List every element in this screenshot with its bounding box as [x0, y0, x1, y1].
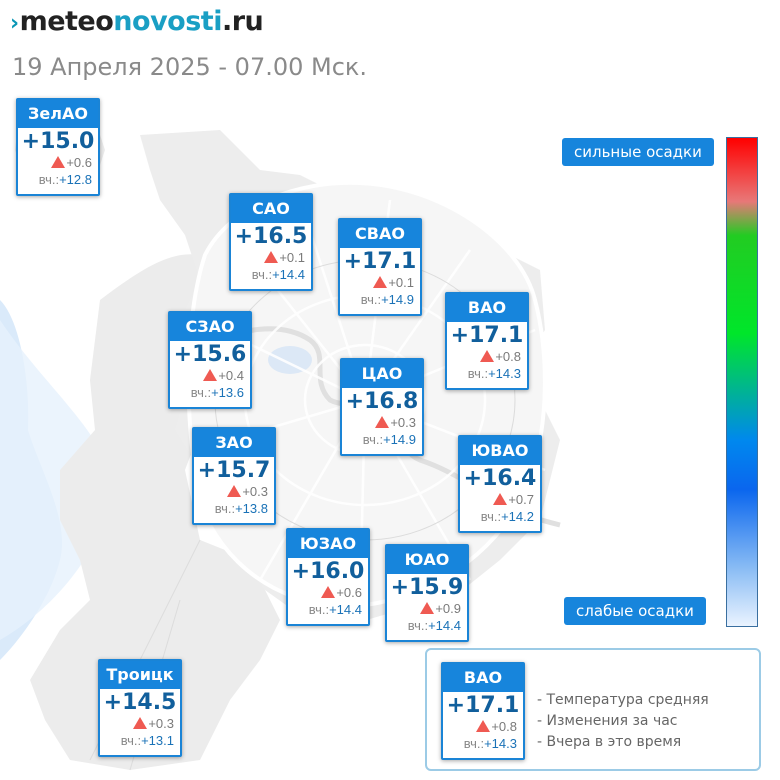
hourly-change: +0.7 — [460, 492, 540, 508]
rise-arrow-icon — [227, 485, 242, 497]
district-temperature: +15.0 — [21, 129, 95, 154]
hourly-change: +0.6 — [288, 585, 368, 601]
district-card: ЮАО +15.9 +0.9 вч.:+14.4 — [385, 544, 469, 642]
new-moscow-territory — [30, 254, 280, 771]
yesterday-temperature: вч.:+14.9 — [362, 432, 416, 447]
precipitation-scale-bar — [726, 137, 758, 627]
hourly-change: +0.3 — [342, 415, 422, 431]
rise-arrow-icon — [321, 586, 336, 598]
site-logo[interactable]: ›meteonovosti.ru — [10, 6, 264, 37]
legend-item-average-temp: - Температура средняя — [537, 692, 709, 708]
forecast-datetime: 19 Апреля 2025 - 07.00 Мск. — [12, 53, 368, 81]
district-name: САО — [231, 195, 311, 223]
district-card: ЮВАО +16.4 +0.7 вч.:+14.2 — [458, 435, 542, 533]
district-name: ЗАО — [194, 429, 274, 457]
yesterday-temperature: вч.:+14.3 — [467, 366, 521, 381]
rise-arrow-icon — [493, 493, 508, 505]
hourly-change: +0.9 — [387, 601, 467, 617]
hourly-change: +0.6 — [18, 155, 98, 171]
district-card: ЦАО +16.8 +0.3 вч.:+14.9 — [340, 358, 424, 456]
district-temperature: +17.1 — [450, 323, 524, 348]
district-temperature: +15.6 — [173, 342, 247, 367]
rise-arrow-icon — [476, 720, 491, 732]
district-temperature: +16.8 — [345, 389, 419, 414]
legend-items: - Температура средняя - Изменения за час… — [537, 690, 709, 753]
district-card: Троицк +14.5 +0.3 вч.:+13.1 — [98, 659, 182, 757]
district-temperature: +15.7 — [197, 458, 271, 483]
yesterday-temperature: вч.:+14.3 — [463, 736, 517, 751]
district-card: ВАО +17.1 +0.8 вч.:+14.3 — [445, 292, 529, 390]
rise-arrow-icon — [375, 416, 390, 428]
district-name: ЮЗАО — [288, 530, 368, 558]
hourly-change: +0.3 — [100, 716, 180, 732]
yesterday-temperature: вч.:+14.9 — [360, 292, 414, 307]
yesterday-temperature: вч.:+13.8 — [214, 501, 268, 516]
hourly-change: +0.1 — [231, 250, 311, 266]
district-card: ЗелАО +15.0 +0.6 вч.:+12.8 — [16, 98, 100, 196]
yesterday-temperature: вч.:+14.2 — [480, 509, 534, 524]
district-name: ЦАО — [342, 360, 422, 388]
rise-arrow-icon — [373, 276, 388, 288]
scale-top-label: сильные осадки — [562, 138, 714, 166]
district-temperature: +17.1 — [343, 249, 417, 274]
yesterday-temperature: вч.:+12.8 — [38, 172, 92, 187]
logo-text-meteo: meteo — [19, 6, 114, 37]
district-card: САО +16.5 +0.1 вч.:+14.4 — [229, 193, 313, 291]
hourly-change: +0.1 — [340, 275, 420, 291]
district-name: ЮВАО — [460, 437, 540, 465]
legend-example-card: ВАО +17.1 +0.8 вч.:+14.3 — [441, 662, 525, 760]
district-temperature: +14.5 — [103, 690, 177, 715]
rise-arrow-icon — [133, 717, 148, 729]
district-name: Троицк — [100, 661, 180, 689]
legend-item-hourly-change: - Изменения за час — [537, 713, 678, 729]
rise-arrow-icon — [264, 251, 279, 263]
hourly-change: +0.8 — [443, 719, 523, 735]
district-card: ЮЗАО +16.0 +0.6 вч.:+14.4 — [286, 528, 370, 626]
yesterday-temperature: вч.:+13.1 — [120, 733, 174, 748]
legend-item-yesterday: - Вчера в это время — [537, 734, 682, 750]
rise-arrow-icon — [420, 602, 435, 614]
legend-panel: ВАО +17.1 +0.8 вч.:+14.3 - Температура с… — [425, 648, 761, 771]
logo-text-domain: .ru — [221, 6, 264, 37]
district-name: ЮАО — [387, 546, 467, 574]
district-card: СВАО +17.1 +0.1 вч.:+14.9 — [338, 218, 422, 316]
district-name: ВАО — [443, 664, 523, 692]
yesterday-temperature: вч.:+14.4 — [308, 602, 362, 617]
scale-bottom-label: слабые осадки — [564, 597, 706, 625]
rise-arrow-icon — [480, 350, 495, 362]
district-name: ЗелАО — [18, 100, 98, 128]
district-card: СЗАО +15.6 +0.4 вч.:+13.6 — [168, 311, 252, 409]
hourly-change: +0.8 — [447, 349, 527, 365]
yesterday-temperature: вч.:+14.4 — [407, 618, 461, 633]
district-name: СВАО — [340, 220, 420, 248]
rise-arrow-icon — [203, 369, 218, 381]
district-name: СЗАО — [170, 313, 250, 341]
rise-arrow-icon — [51, 156, 66, 168]
hourly-change: +0.3 — [194, 484, 274, 500]
logo-mark-icon: › — [10, 11, 19, 36]
logo-text-novosti: novosti — [113, 6, 222, 37]
reservoir — [268, 346, 312, 374]
yesterday-temperature: вч.:+13.6 — [190, 385, 244, 400]
yesterday-temperature: вч.:+14.4 — [251, 267, 305, 282]
district-temperature: +16.5 — [234, 224, 308, 249]
district-name: ВАО — [447, 294, 527, 322]
district-temperature: +15.9 — [390, 575, 464, 600]
district-temperature: +17.1 — [446, 693, 520, 718]
hourly-change: +0.4 — [170, 368, 250, 384]
district-temperature: +16.4 — [463, 466, 537, 491]
district-temperature: +16.0 — [291, 559, 365, 584]
district-card: ЗАО +15.7 +0.3 вч.:+13.8 — [192, 427, 276, 525]
